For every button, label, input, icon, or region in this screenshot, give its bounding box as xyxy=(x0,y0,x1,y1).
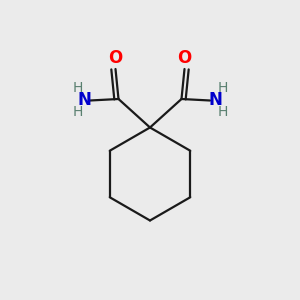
Text: H: H xyxy=(218,81,228,95)
Text: O: O xyxy=(177,49,192,67)
Text: N: N xyxy=(208,91,222,109)
Text: H: H xyxy=(72,105,82,119)
Text: H: H xyxy=(218,105,228,119)
Text: O: O xyxy=(108,49,123,67)
Text: H: H xyxy=(72,81,82,95)
Text: N: N xyxy=(78,91,92,109)
